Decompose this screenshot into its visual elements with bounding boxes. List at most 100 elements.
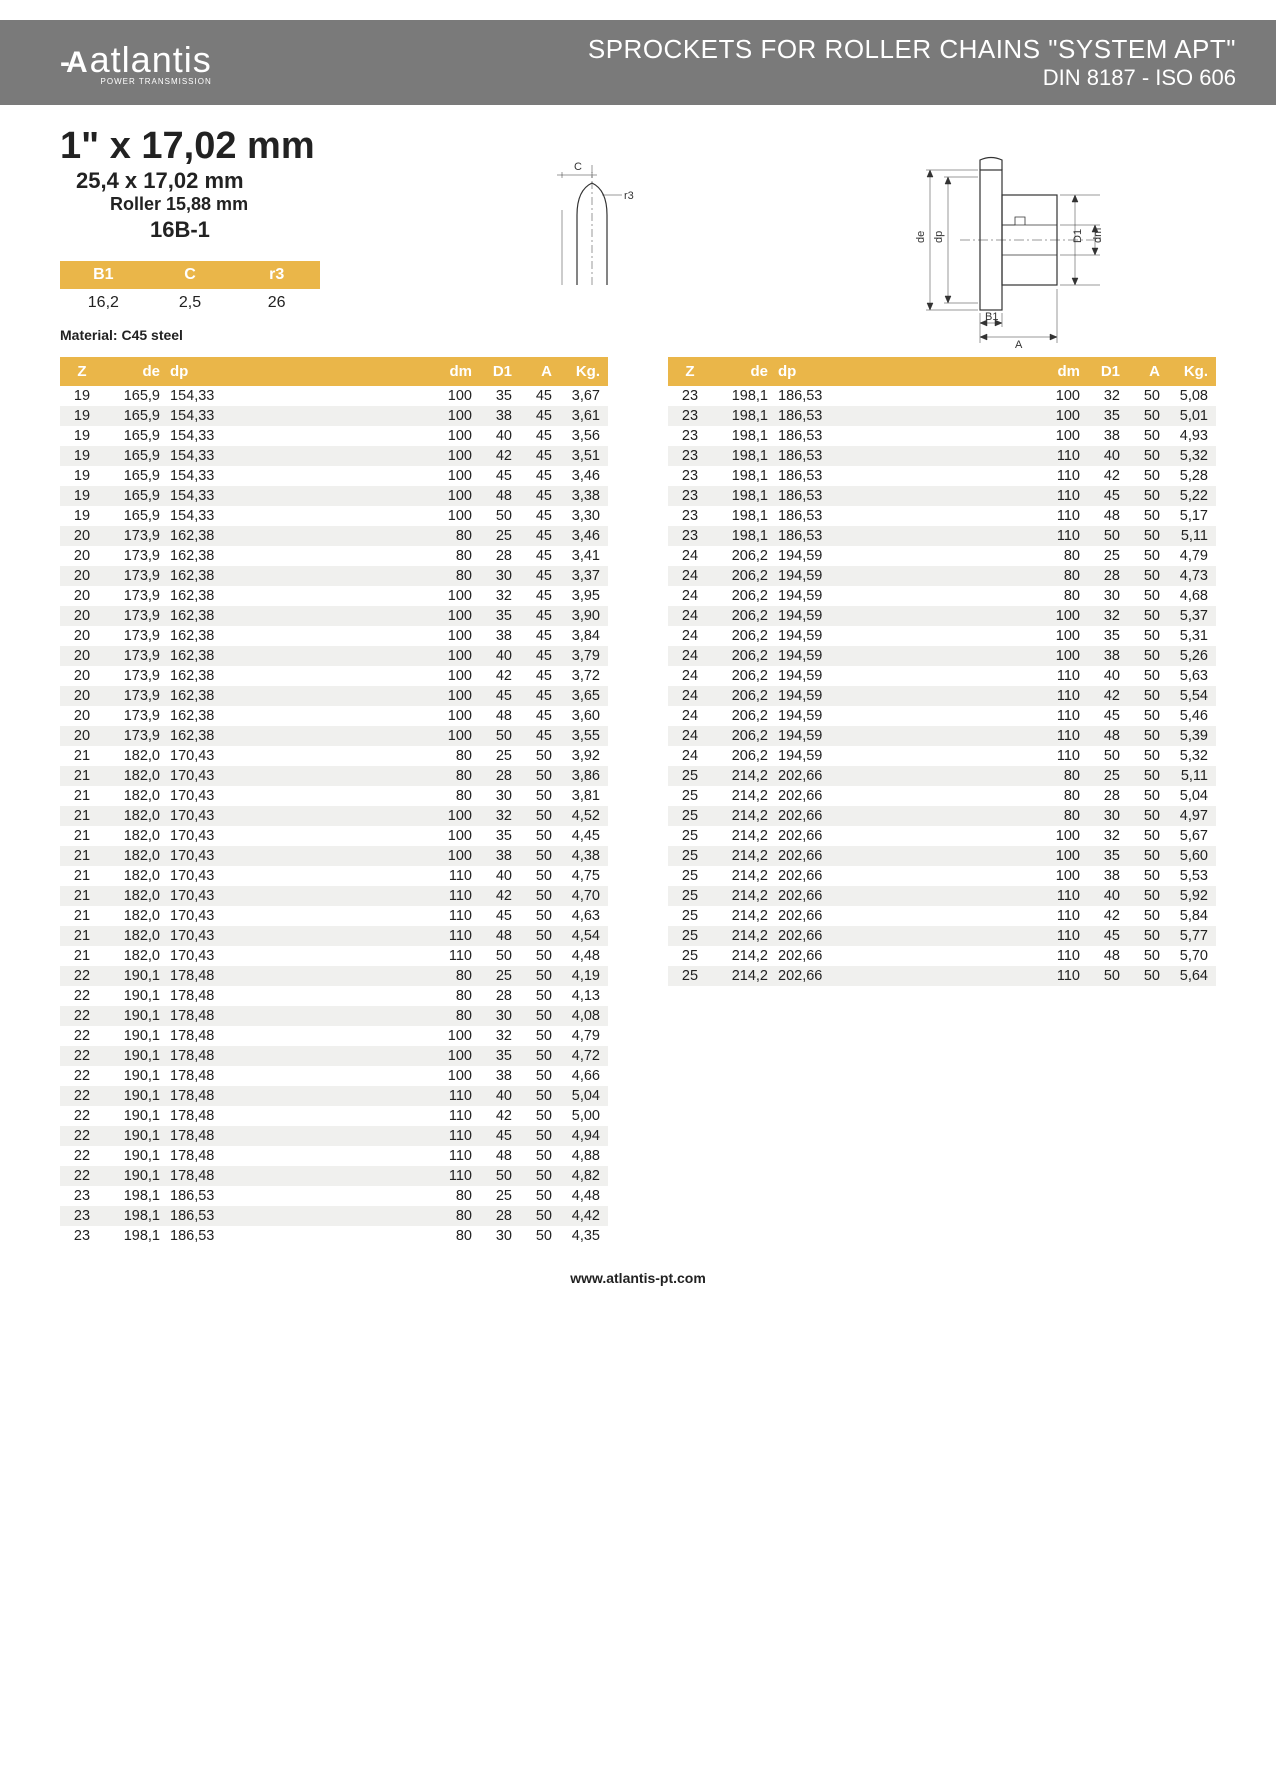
cell: 28 bbox=[472, 548, 512, 564]
cell: 178,48 bbox=[166, 1128, 238, 1144]
table-row: 24206,2194,5911042505,54 bbox=[668, 686, 1216, 706]
cell bbox=[238, 928, 426, 944]
cell: 182,0 bbox=[104, 828, 166, 844]
cell: 3,92 bbox=[552, 748, 608, 764]
table-row: 22190,1178,4810038504,66 bbox=[60, 1066, 608, 1086]
cell: 42 bbox=[472, 888, 512, 904]
cell: 198,1 bbox=[712, 388, 774, 404]
cell: 45 bbox=[512, 568, 552, 584]
table-row: 22190,1178,4811045504,94 bbox=[60, 1126, 608, 1146]
cell: 50 bbox=[1120, 428, 1160, 444]
cell: 182,0 bbox=[104, 788, 166, 804]
cell: 110 bbox=[426, 888, 472, 904]
cell: 206,2 bbox=[712, 568, 774, 584]
cell: 110 bbox=[426, 1168, 472, 1184]
cell: 4,08 bbox=[552, 1008, 608, 1024]
cell: 48 bbox=[472, 1148, 512, 1164]
cell: 45 bbox=[1080, 488, 1120, 504]
cell: 165,9 bbox=[104, 508, 166, 524]
cell: 100 bbox=[1034, 868, 1080, 884]
cell bbox=[846, 688, 1034, 704]
cell: 25 bbox=[668, 768, 712, 784]
cell: 30 bbox=[472, 788, 512, 804]
cell: 100 bbox=[426, 608, 472, 624]
cell: 100 bbox=[426, 448, 472, 464]
cell: 162,38 bbox=[166, 628, 238, 644]
table-row: 25214,2202,6611050505,64 bbox=[668, 966, 1216, 986]
table-row: 25214,2202,6610035505,60 bbox=[668, 846, 1216, 866]
table-row: 23198,1186,5310035505,01 bbox=[668, 406, 1216, 426]
logo-subtext: POWER TRANSMISSION bbox=[90, 77, 212, 86]
cell: 19 bbox=[60, 428, 104, 444]
cell: 28 bbox=[472, 1208, 512, 1224]
cell: 20 bbox=[60, 628, 104, 644]
cell: 40 bbox=[1080, 888, 1120, 904]
cell: 32 bbox=[1080, 828, 1120, 844]
cell: 4,93 bbox=[1160, 428, 1216, 444]
cell: 80 bbox=[426, 1208, 472, 1224]
cell: 80 bbox=[1034, 808, 1080, 824]
cell: 110 bbox=[1034, 508, 1080, 524]
cell: 48 bbox=[472, 488, 512, 504]
cell: 3,38 bbox=[552, 488, 608, 504]
cell: 21 bbox=[60, 848, 104, 864]
cell: 154,33 bbox=[166, 508, 238, 524]
cell: 50 bbox=[1120, 608, 1160, 624]
cell: 19 bbox=[60, 468, 104, 484]
cell: 4,52 bbox=[552, 808, 608, 824]
cell: 20 bbox=[60, 568, 104, 584]
cell: 35 bbox=[472, 388, 512, 404]
table-row: 22190,1178,488028504,13 bbox=[60, 986, 608, 1006]
cell: 22 bbox=[60, 1028, 104, 1044]
cell: 50 bbox=[1120, 548, 1160, 564]
cell bbox=[238, 1168, 426, 1184]
cell: 182,0 bbox=[104, 768, 166, 784]
cell: 45 bbox=[472, 468, 512, 484]
cell: 100 bbox=[426, 508, 472, 524]
cell: 3,86 bbox=[552, 768, 608, 784]
cell: 20 bbox=[60, 528, 104, 544]
cell: 100 bbox=[426, 408, 472, 424]
cell: 22 bbox=[60, 1088, 104, 1104]
cell: 35 bbox=[1080, 628, 1120, 644]
table-row: 21182,0170,4311045504,63 bbox=[60, 906, 608, 926]
cell: 24 bbox=[668, 708, 712, 724]
cell: 50 bbox=[512, 1008, 552, 1024]
cell bbox=[846, 768, 1034, 784]
cell: 50 bbox=[1120, 888, 1160, 904]
cell: 198,1 bbox=[104, 1188, 166, 1204]
cell: 194,59 bbox=[774, 728, 846, 744]
cell: 32 bbox=[1080, 608, 1120, 624]
cell: 25 bbox=[668, 928, 712, 944]
cell: 50 bbox=[512, 968, 552, 984]
cell bbox=[846, 968, 1034, 984]
cell: 3,90 bbox=[552, 608, 608, 624]
cell bbox=[846, 568, 1034, 584]
table-row: 24206,2194,5911048505,39 bbox=[668, 726, 1216, 746]
cell: 100 bbox=[426, 728, 472, 744]
cell: 206,2 bbox=[712, 648, 774, 664]
cell: 173,9 bbox=[104, 728, 166, 744]
cell: 21 bbox=[60, 928, 104, 944]
cell: 100 bbox=[1034, 628, 1080, 644]
cell: 100 bbox=[1034, 848, 1080, 864]
cell: 202,66 bbox=[774, 888, 846, 904]
cell: 4,97 bbox=[1160, 808, 1216, 824]
cell: 21 bbox=[60, 868, 104, 884]
table-row: 20173,9162,388030453,37 bbox=[60, 566, 608, 586]
cell: 198,1 bbox=[712, 468, 774, 484]
cell: 100 bbox=[426, 468, 472, 484]
cell: 100 bbox=[426, 1068, 472, 1084]
cell: 190,1 bbox=[104, 1068, 166, 1084]
cell bbox=[238, 868, 426, 884]
cell: 45 bbox=[512, 468, 552, 484]
cell: 206,2 bbox=[712, 548, 774, 564]
cell: 45 bbox=[512, 708, 552, 724]
cell: 4,54 bbox=[552, 928, 608, 944]
cell: 28 bbox=[1080, 568, 1120, 584]
cell: 50 bbox=[512, 848, 552, 864]
cell: 45 bbox=[512, 548, 552, 564]
cell: 100 bbox=[426, 848, 472, 864]
cell: 5,22 bbox=[1160, 488, 1216, 504]
cell: 22 bbox=[60, 1108, 104, 1124]
